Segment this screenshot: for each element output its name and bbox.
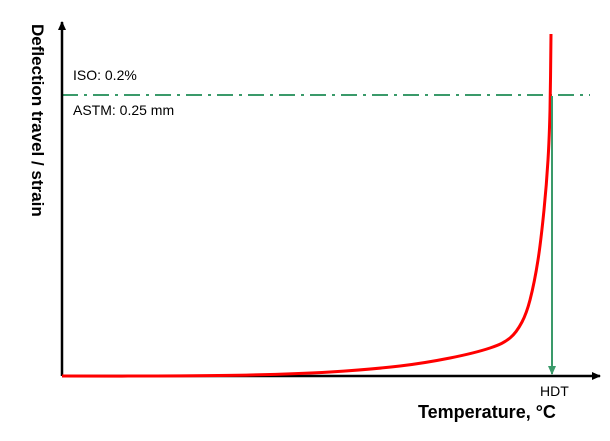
iso-label: ISO: 0.2% — [73, 67, 137, 83]
deflection-curve — [61, 33, 553, 378]
astm-label: ASTM: 0.25 mm — [73, 102, 175, 118]
y-axis-label: Deflection travel / strain — [28, 24, 47, 217]
hdt-label: HDT — [540, 383, 569, 399]
x-axis-label: Temperature, °C — [418, 402, 556, 422]
